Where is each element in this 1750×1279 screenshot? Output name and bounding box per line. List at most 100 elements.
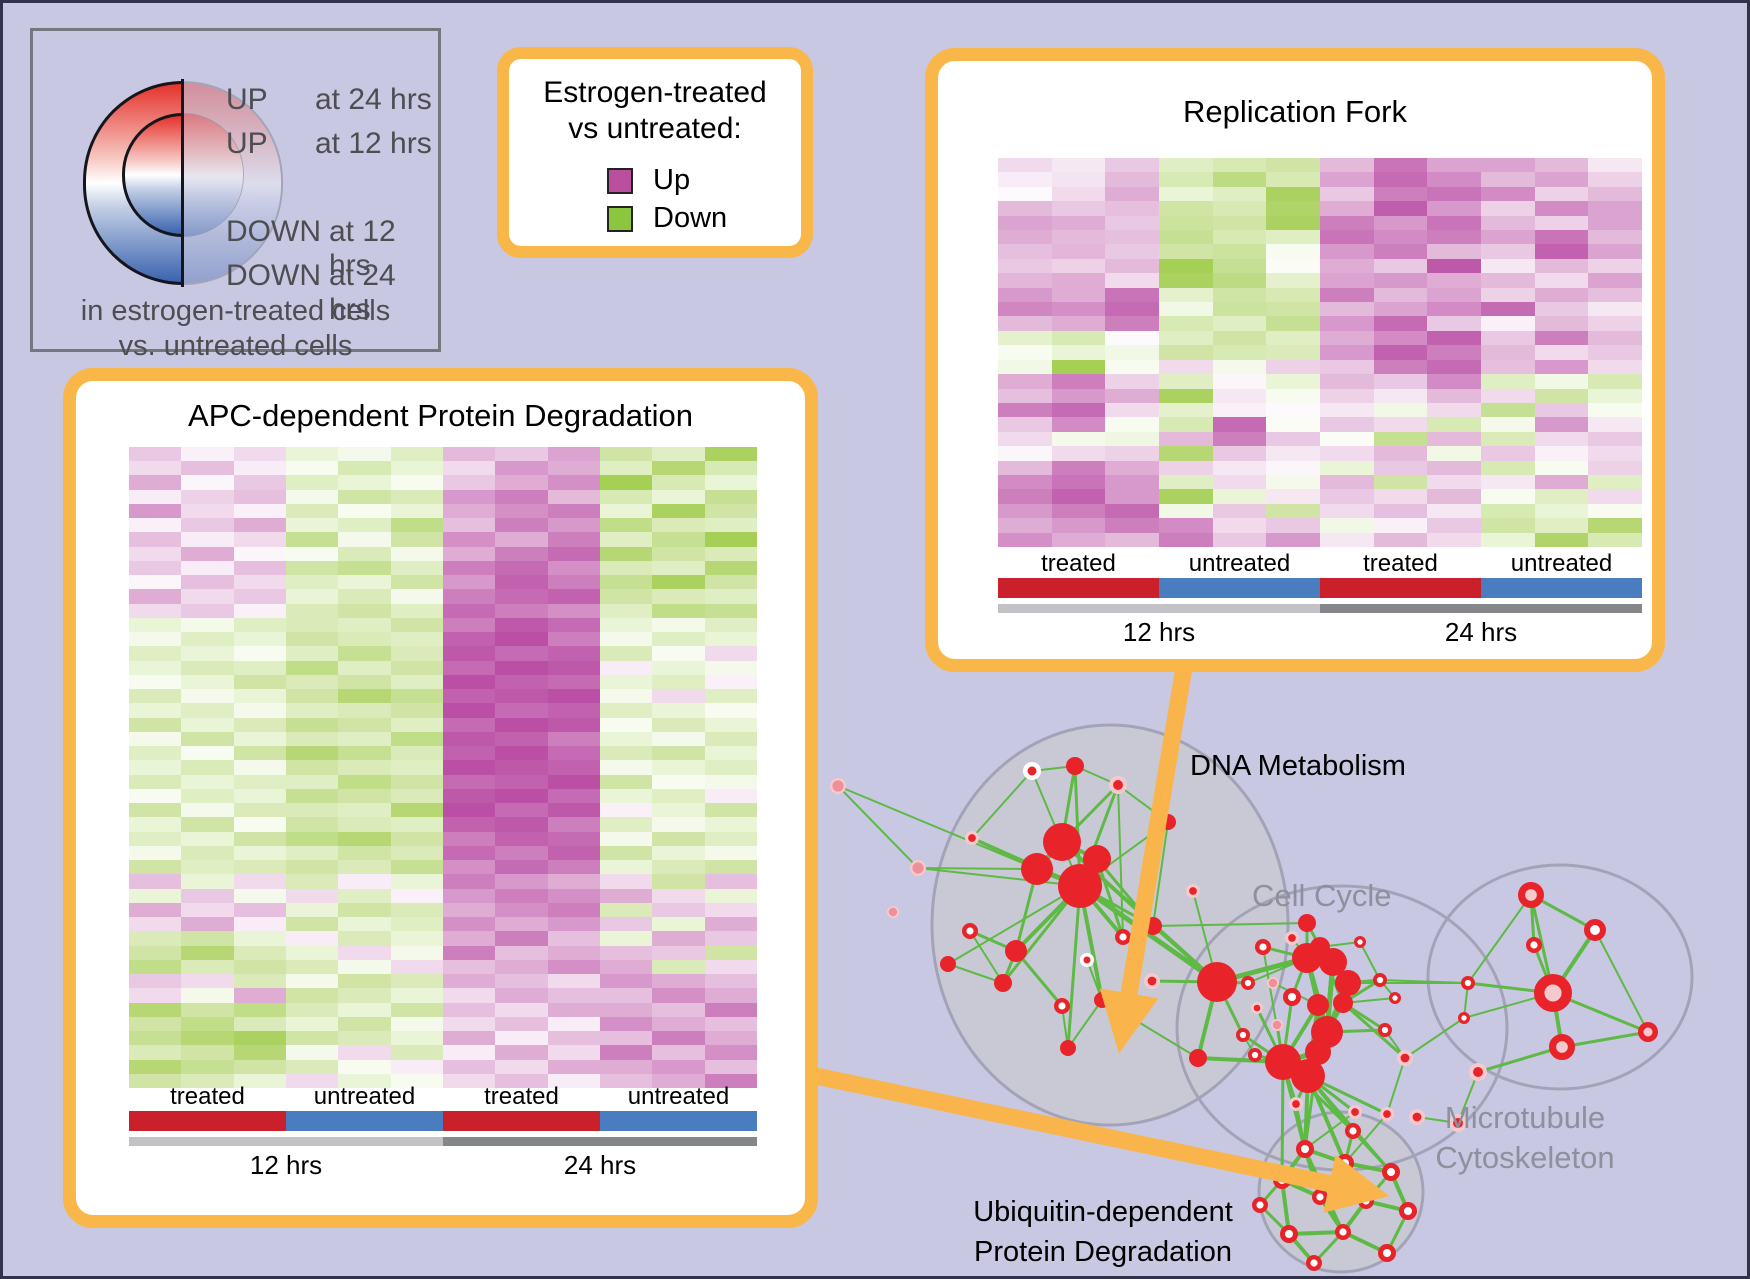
heatmap-cell [1588, 474, 1642, 490]
heatmap-cell [599, 788, 653, 804]
heatmap-cell [233, 689, 286, 704]
heatmap-cell [1481, 503, 1535, 519]
heatmap-cell [547, 902, 600, 918]
heatmap-cell [704, 788, 757, 804]
heatmap-cell [1427, 316, 1481, 331]
network-node [1305, 1254, 1322, 1271]
heatmap-cell [547, 447, 600, 462]
heatmap-cell [338, 560, 391, 576]
heatmap-cell [233, 1031, 286, 1046]
heatmap-cell [285, 660, 339, 675]
heatmap-cell [285, 560, 339, 576]
heatmap-cell [704, 689, 757, 704]
heatmap-cell [599, 518, 653, 533]
heatmap-cell [652, 831, 705, 846]
heatmap-cell [1266, 446, 1320, 461]
heatmap-cell [1159, 330, 1213, 346]
heatmap-cell [599, 874, 653, 889]
heatmap-cell [1105, 287, 1159, 303]
apc-treated-bar-1 [129, 1111, 286, 1131]
heatmap-cell [181, 803, 234, 818]
heatmap-cell [338, 888, 391, 903]
heatmap-cell [390, 703, 443, 718]
heatmap-cell [1320, 460, 1374, 475]
heatmap-cell [1320, 417, 1374, 432]
heatmap-cell [338, 1073, 391, 1088]
heatmap-cell [652, 703, 705, 718]
heatmap-cell [1427, 532, 1481, 547]
heatmap-cell [1481, 215, 1535, 231]
network-node [1267, 977, 1280, 990]
heatmap-cell [1588, 215, 1642, 231]
network-node [1083, 845, 1111, 873]
down-label: Down [653, 202, 728, 234]
down-color-swatch [607, 205, 633, 232]
heatmap-cell [233, 461, 286, 476]
heatmap-cell [233, 560, 286, 576]
heatmap-cell [1588, 489, 1642, 504]
heatmap-cell [495, 831, 548, 846]
apc-treated-bar-2 [443, 1111, 600, 1131]
heatmap-cell [547, 646, 600, 661]
panel-arrows [814, 648, 1390, 1213]
network-node [940, 956, 956, 972]
heatmap-cell [1105, 330, 1159, 346]
heatmap-cell [547, 703, 600, 718]
network-node [1271, 1019, 1284, 1032]
heatmap-cell [285, 717, 339, 732]
heatmap-cell [495, 532, 548, 547]
heatmap-cell [495, 475, 548, 490]
heatmap-cell [129, 546, 182, 561]
heatmap-cell [704, 845, 757, 861]
heatmap-cell [495, 703, 548, 718]
heatmap-cell [129, 902, 182, 918]
heatmap-cell [704, 774, 757, 789]
heatmap-cell [1588, 359, 1642, 375]
network-node [965, 831, 980, 846]
heatmap-cell [1588, 374, 1642, 389]
heatmap-cell [1105, 417, 1159, 432]
heatmap-cell [1373, 258, 1428, 274]
heatmap-cell [233, 959, 286, 975]
heatmap-cell [129, 617, 182, 633]
heatmap-cell [704, 660, 757, 675]
heatmap-cell [338, 532, 391, 547]
heatmap-cell [599, 674, 653, 690]
heatmap-cell [233, 860, 286, 875]
heatmap-cell [1373, 172, 1428, 187]
heatmap-cell [1534, 244, 1589, 259]
heatmap-cell [547, 660, 600, 675]
heatmap-cell [129, 575, 182, 590]
heatmap-cell [998, 345, 1052, 360]
heatmap-cell [1534, 316, 1589, 331]
heatmap-cell [1266, 230, 1320, 245]
heatmap-cell [1051, 532, 1106, 547]
heatmap-cell [1481, 518, 1535, 533]
heatmap-cell [1105, 402, 1159, 418]
heatmap-cell [1105, 230, 1159, 245]
heatmap-cell [495, 931, 548, 946]
heatmap-cell [181, 660, 234, 675]
heatmap-cell [495, 1073, 548, 1088]
heatmap-cell [338, 589, 391, 604]
network-node [1397, 1050, 1414, 1067]
heatmap-cell [1481, 330, 1535, 346]
heatmap-cell [704, 831, 757, 846]
heatmap-cell [1481, 417, 1535, 432]
heatmap-cell [285, 803, 339, 818]
heatmap-cell [1159, 316, 1213, 331]
heatmap-cell [390, 817, 443, 832]
heatmap-cell [390, 1059, 443, 1074]
network-node [1144, 972, 1161, 989]
heatmap-cell [1105, 172, 1159, 187]
heatmap-cell [285, 503, 339, 519]
network-node [1449, 1114, 1468, 1133]
heatmap-cell [338, 660, 391, 675]
heatmap-cell [1051, 244, 1106, 259]
heatmap-cell [129, 746, 182, 761]
heatmap-cell [129, 532, 182, 547]
heatmap-cell [1212, 258, 1267, 274]
heatmap-cell [704, 746, 757, 761]
heatmap-cell [233, 988, 286, 1003]
network-edge [1561, 1030, 1649, 1049]
